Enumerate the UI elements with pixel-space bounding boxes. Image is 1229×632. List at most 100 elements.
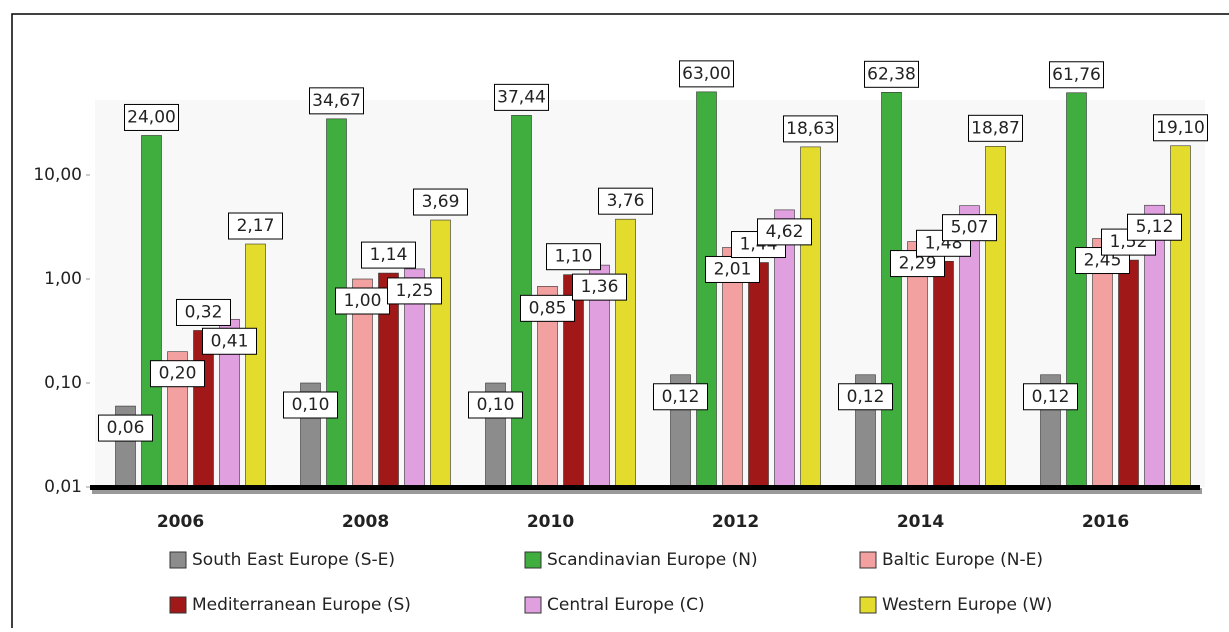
value-label: 5,07 <box>951 218 989 238</box>
x-tick-label: 2012 <box>712 512 759 532</box>
y-tick-label: 0,10 <box>44 373 82 393</box>
label-box <box>1049 61 1104 89</box>
label-box <box>653 383 708 411</box>
value-label: 0,41 <box>211 331 249 351</box>
value-label: 18,87 <box>971 118 1020 138</box>
legend-label: South East Europe (S-E) <box>192 550 395 570</box>
x-tick-label: 2016 <box>1082 512 1129 532</box>
label-box <box>757 218 812 246</box>
x-axis <box>90 485 1200 490</box>
value-label: 0,85 <box>529 298 567 318</box>
value-label: 61,76 <box>1052 65 1101 85</box>
label-box <box>387 277 442 305</box>
bar <box>1170 145 1191 488</box>
bar <box>696 91 717 488</box>
plot-area <box>95 100 1205 487</box>
label-box <box>1023 383 1078 411</box>
legend-label: Baltic Europe (N-E) <box>882 550 1043 570</box>
value-label: 3,76 <box>607 191 645 211</box>
value-label: 19,10 <box>1156 118 1205 138</box>
value-label: 24,00 <box>127 107 176 127</box>
value-label: 5,12 <box>1136 217 1174 237</box>
legend-swatch <box>859 551 877 569</box>
value-label: 2,17 <box>237 216 275 236</box>
legend-swatch <box>169 551 187 569</box>
legend-swatch <box>169 596 187 614</box>
value-label: 0,10 <box>477 395 515 415</box>
legend-swatch <box>524 596 542 614</box>
label-box <box>968 114 1023 142</box>
legend-label: Scandinavian Europe (N) <box>547 550 758 570</box>
bar <box>933 260 954 488</box>
label-box <box>468 391 523 419</box>
value-label: 0,12 <box>662 387 700 407</box>
label-box <box>1127 213 1182 241</box>
label-box <box>283 391 338 419</box>
label-box <box>942 214 997 242</box>
label-box <box>546 243 601 271</box>
value-label: 0,20 <box>159 364 197 384</box>
label-box <box>598 187 653 215</box>
value-label: 0,32 <box>185 302 223 322</box>
label-box <box>572 273 627 301</box>
label-box <box>679 60 734 88</box>
label-box <box>838 383 893 411</box>
bar <box>245 243 266 488</box>
value-label: 2,29 <box>899 254 937 274</box>
legend-label: Western Europe (W) <box>882 595 1052 615</box>
value-label: 18,63 <box>786 119 835 139</box>
label-box <box>361 241 416 269</box>
value-label: 1,14 <box>370 245 408 265</box>
value-label: 0,10 <box>292 395 330 415</box>
axis-shadow <box>92 488 1202 494</box>
legend-swatch <box>859 596 877 614</box>
y-tick-label: 0,01 <box>44 477 82 497</box>
bar <box>1092 238 1113 488</box>
value-label: 1,00 <box>344 291 382 311</box>
bar <box>1118 259 1139 488</box>
label-box <box>705 255 760 283</box>
value-label: 62,38 <box>867 64 916 84</box>
label-box <box>520 294 575 322</box>
label-box <box>309 87 364 115</box>
x-tick-label: 2006 <box>157 512 204 532</box>
value-label: 34,67 <box>312 91 361 111</box>
value-label: 0,12 <box>847 387 885 407</box>
label-box <box>413 188 468 216</box>
label-box <box>864 60 919 88</box>
label-box <box>1153 114 1208 142</box>
label-box <box>494 83 549 111</box>
value-label: 1,10 <box>555 247 593 267</box>
legend-label: Mediterranean Europe (S) <box>192 595 411 615</box>
label-box <box>98 414 153 442</box>
label-box <box>176 298 231 326</box>
label-box <box>783 115 838 143</box>
legend-label: Central Europe (C) <box>547 595 705 615</box>
label-box <box>150 360 205 388</box>
value-label: 3,69 <box>422 192 460 212</box>
value-label: 63,00 <box>682 64 731 84</box>
value-label: 0,06 <box>107 418 145 438</box>
bar <box>722 247 743 488</box>
x-tick-label: 2008 <box>342 512 389 532</box>
bar <box>881 92 902 488</box>
bar <box>430 219 451 488</box>
value-label: 1,36 <box>581 277 619 297</box>
value-label: 1,25 <box>396 281 434 301</box>
bar <box>1066 92 1087 488</box>
y-tick-label: 10,00 <box>33 165 82 185</box>
x-tick-label: 2010 <box>527 512 574 532</box>
bar <box>985 146 1006 488</box>
value-label: 37,44 <box>497 87 546 107</box>
label-box <box>202 327 257 355</box>
legend-swatch <box>524 551 542 569</box>
value-label: 2,01 <box>714 259 752 279</box>
value-label: 0,12 <box>1032 387 1070 407</box>
label-box <box>124 103 179 131</box>
bar <box>615 218 636 488</box>
x-tick-label: 2014 <box>897 512 944 532</box>
bar <box>907 241 928 488</box>
bar <box>748 262 769 488</box>
